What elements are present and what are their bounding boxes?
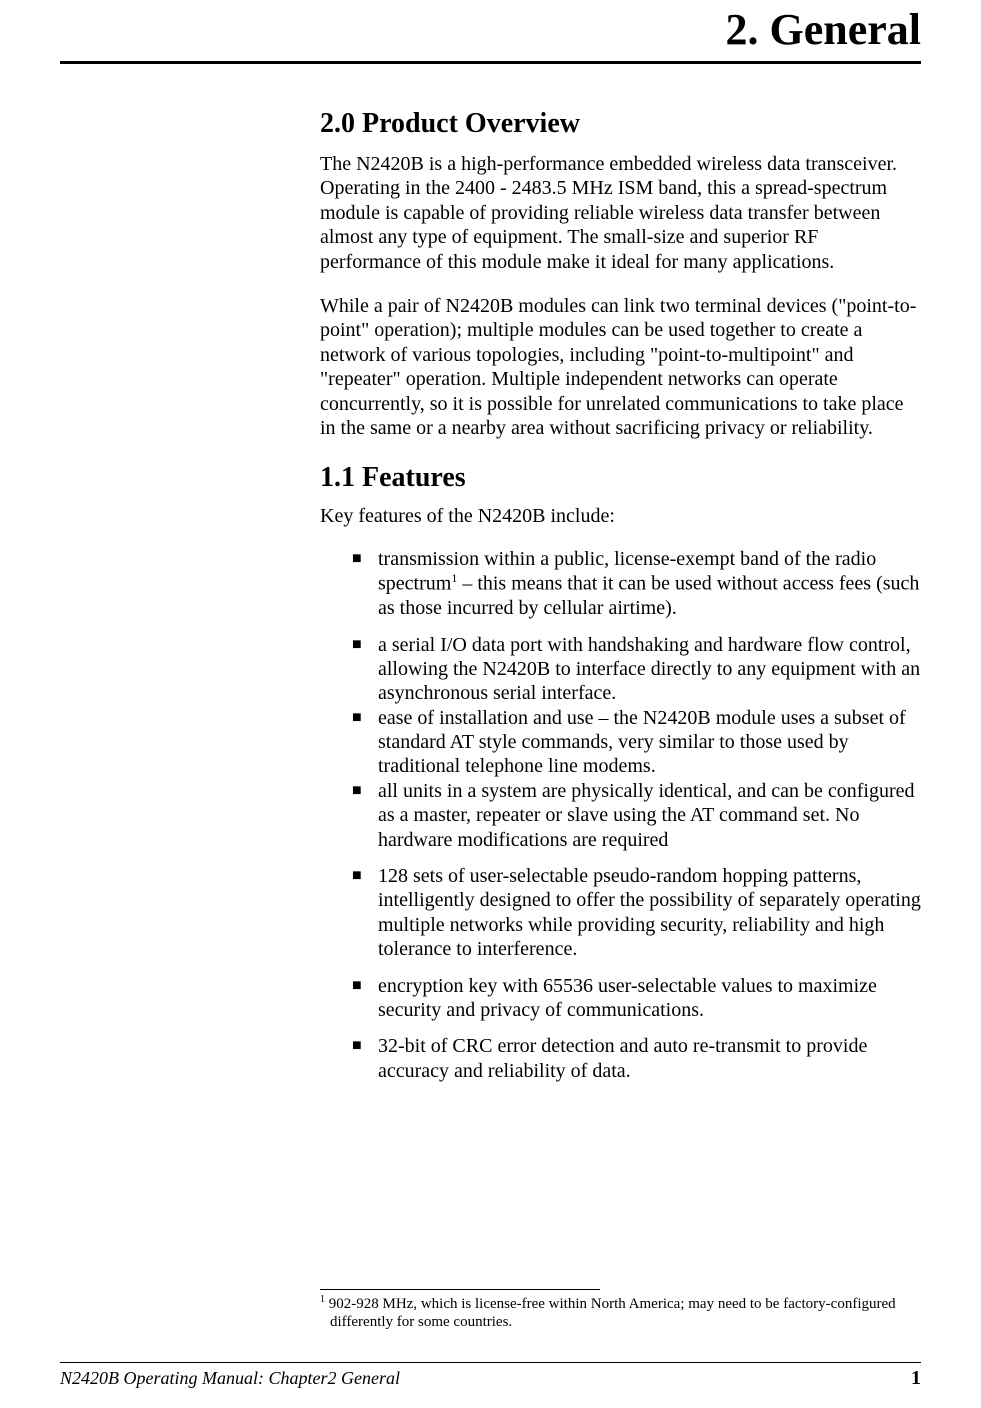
section-heading-features: 1.1 Features xyxy=(320,462,921,494)
list-item: a serial I/O data port with handshaking … xyxy=(352,633,921,706)
footnote-area: 1 902-928 MHz, which is license-free wit… xyxy=(320,1289,921,1333)
footnote-rule xyxy=(320,1289,600,1290)
chapter-title: 2. General xyxy=(60,0,921,64)
section-heading-product-overview: 2.0 Product Overview xyxy=(320,108,921,140)
page-footer: N2420B Operating Manual: Chapter2 Genera… xyxy=(60,1362,921,1390)
list-item: transmission within a public, license-ex… xyxy=(352,547,921,621)
list-item: ease of installation and use – the N2420… xyxy=(352,706,921,779)
list-item: encryption key with 65536 user-selectabl… xyxy=(352,974,921,1023)
footnote: 1 902-928 MHz, which is license-free wit… xyxy=(320,1294,921,1333)
list-item: 128 sets of user-selectable pseudo-rando… xyxy=(352,864,921,962)
list-item: all units in a system are physically ide… xyxy=(352,779,921,852)
footnote-text: 902-928 MHz, which is license-free withi… xyxy=(325,1296,896,1331)
list-item: 32-bit of CRC error detection and auto r… xyxy=(352,1034,921,1083)
page: 2. General 2.0 Product Overview The N242… xyxy=(0,0,981,1408)
features-intro: Key features of the N2420B include: xyxy=(320,504,921,528)
features-list: transmission within a public, license-ex… xyxy=(320,547,921,1083)
overview-paragraph-1: The N2420B is a high-performance embedde… xyxy=(320,152,921,274)
feature-text: – this means that it can be used without… xyxy=(378,573,919,619)
footer-page-number: 1 xyxy=(911,1367,921,1390)
overview-paragraph-2: While a pair of N2420B modules can link … xyxy=(320,294,921,440)
footer-left: N2420B Operating Manual: Chapter2 Genera… xyxy=(60,1368,400,1389)
content-area: 2.0 Product Overview The N2420B is a hig… xyxy=(320,64,921,1083)
